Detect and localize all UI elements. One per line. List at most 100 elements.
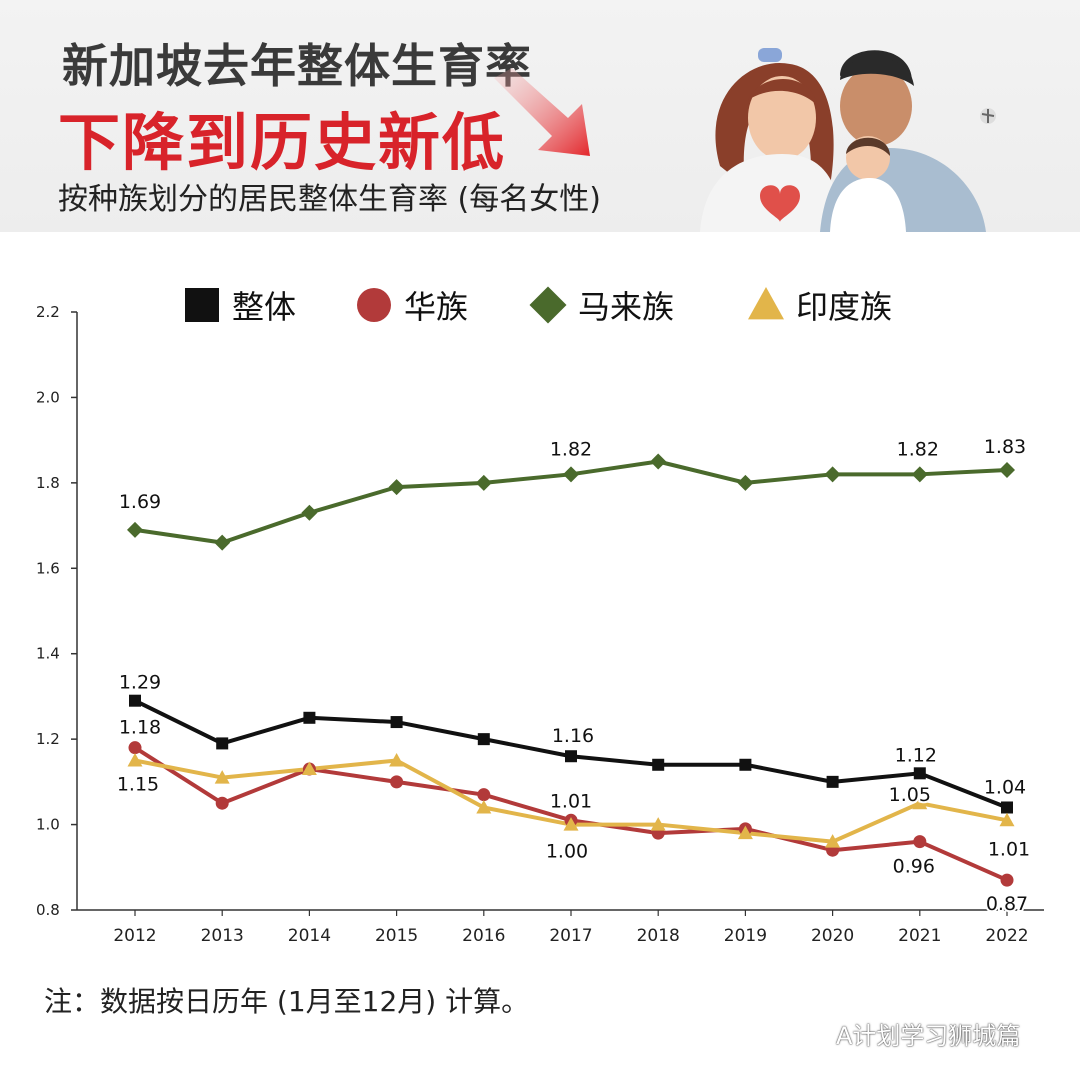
data-point-chinese [477, 788, 491, 802]
data-point-overall [303, 711, 316, 724]
data-point-overall [477, 733, 490, 746]
data-point-indian [650, 817, 666, 831]
data-label-chinese: 1.18 [119, 717, 161, 739]
data-point-indian [389, 753, 405, 767]
legend: 整体 华族 马来族 印度族 [185, 286, 892, 326]
x-axis-ticks: 2012 2013 2014 2015 2016 2017 2018 2019 2020 2021… [113, 910, 1029, 946]
y-tick-label: 0.8 [36, 901, 60, 919]
x-tick-label: 2021 [898, 926, 941, 946]
data-point-malay [214, 534, 231, 551]
legend-label-overall: 整体 [232, 288, 296, 326]
data-point-chinese [128, 741, 142, 755]
data-point-overall [216, 737, 229, 750]
data-point-malay [650, 453, 667, 470]
data-point-indian [214, 770, 230, 784]
y-tick-label: 1.6 [36, 559, 60, 577]
data-point-overall [739, 758, 752, 771]
x-tick-label: 2016 [462, 926, 505, 946]
x-tick-label: 2018 [637, 926, 680, 946]
data-label-malay: 1.69 [119, 491, 161, 513]
series-markers [127, 453, 1015, 887]
data-label-overall: 1.04 [984, 776, 1026, 798]
y-tick-label: 1.4 [36, 645, 60, 663]
data-point-chinese [390, 775, 404, 789]
header-banner: 新加坡去年整体生育率 下降到历史新低 按种族划分的居民整体生育率 (每名女性) [0, 0, 1080, 232]
data-label-overall: 1.16 [552, 725, 594, 747]
data-label-indian: 1.01 [988, 838, 1030, 860]
data-point-indian [825, 834, 841, 848]
data-point-indian [737, 825, 753, 840]
y-axis-ticks: 0.8 1.0 1.2 1.4 1.6 1.8 2.0 2.2 [36, 303, 77, 919]
watermark-text: A计划学习狮城篇 [836, 1022, 1021, 1050]
title-line2: 下降到历史新低 [58, 106, 507, 179]
x-tick-label: 2015 [375, 926, 418, 946]
data-point-indian [912, 795, 928, 810]
subtitle: 按种族划分的居民整体生育率 (每名女性) [58, 182, 601, 217]
data-point-indian [476, 799, 492, 814]
title-line1: 新加坡去年整体生育率 [62, 39, 532, 93]
footnote: 注：数据按日历年 (1月至12月) 计算。 [44, 985, 530, 1018]
axes [76, 312, 1044, 911]
chart-area: 整体 华族 马来族 印度族 0.8 1.0 1.2 1.4 1.6 1.8 2.0 2.2 2012… [0, 232, 1080, 992]
line-chart: 整体 华族 马来族 印度族 0.8 1.0 1.2 1.4 1.6 1.8 2.0 2.2 2012… [36, 286, 1044, 946]
legend-label-malay: 马来族 [578, 288, 674, 326]
y-tick-label: 2.0 [36, 388, 60, 406]
data-labels: 1.29 1.16 1.12 1.04 1.18 1.01 0.96 0.87 1.69 1.82… [115, 434, 1032, 917]
y-tick-label: 1.2 [36, 730, 60, 748]
legend-marker-malay [529, 286, 567, 324]
family-illustration [700, 48, 996, 232]
watermark: A计划学习狮城篇 [790, 1016, 1020, 1051]
data-point-malay [563, 466, 579, 483]
data-point-malay [388, 479, 405, 496]
data-point-overall [565, 750, 577, 763]
y-tick-label: 2.2 [36, 303, 60, 321]
legend-marker-overall [185, 288, 219, 322]
data-point-malay [737, 474, 754, 491]
data-point-overall [826, 775, 839, 788]
data-label-overall: 1.12 [895, 744, 937, 766]
data-point-overall [390, 716, 403, 729]
data-point-chinese [215, 796, 229, 810]
x-tick-label: 2017 [549, 926, 592, 946]
data-label-indian: 1.15 [117, 774, 159, 796]
down-arrow-icon [494, 68, 590, 156]
data-point-chinese [913, 835, 927, 849]
wechat-icon [791, 1018, 828, 1047]
x-tick-label: 2013 [201, 926, 244, 946]
data-point-malay [999, 462, 1015, 479]
data-point-indian [563, 817, 579, 831]
x-tick-label: 2022 [985, 926, 1028, 946]
data-point-indian [301, 761, 317, 776]
x-tick-label: 2014 [288, 926, 331, 946]
data-point-malay [824, 466, 841, 483]
data-point-overall [129, 694, 141, 707]
data-label-chinese: 0.96 [893, 856, 935, 878]
data-point-overall [1001, 801, 1013, 814]
data-label-overall: 1.29 [119, 672, 161, 694]
legend-label-chinese: 华族 [404, 288, 468, 326]
data-point-overall [913, 767, 926, 780]
legend-marker-indian [748, 287, 784, 320]
data-point-indian [127, 753, 143, 767]
legend-label-indian: 印度族 [796, 288, 892, 326]
data-label-malay: 1.82 [897, 438, 939, 460]
data-label-malay: 1.82 [550, 438, 592, 460]
data-point-malay [475, 474, 492, 491]
data-label-indian: 1.00 [546, 841, 588, 863]
data-point-malay [911, 466, 928, 483]
data-label-chinese: 0.87 [986, 893, 1028, 915]
data-point-overall [652, 758, 665, 771]
y-tick-label: 1.8 [36, 474, 60, 492]
data-point-malay [301, 504, 318, 521]
x-tick-label: 2012 [113, 926, 156, 946]
legend-marker-chinese [357, 288, 391, 322]
data-point-chinese [1000, 873, 1014, 887]
data-label-malay: 1.83 [984, 436, 1026, 458]
data-point-malay [127, 521, 143, 538]
data-label-indian: 1.05 [889, 784, 931, 806]
y-tick-label: 1.0 [36, 816, 60, 834]
data-label-chinese: 1.01 [550, 790, 592, 812]
x-tick-label: 2019 [724, 926, 767, 946]
data-point-indian [999, 812, 1015, 827]
